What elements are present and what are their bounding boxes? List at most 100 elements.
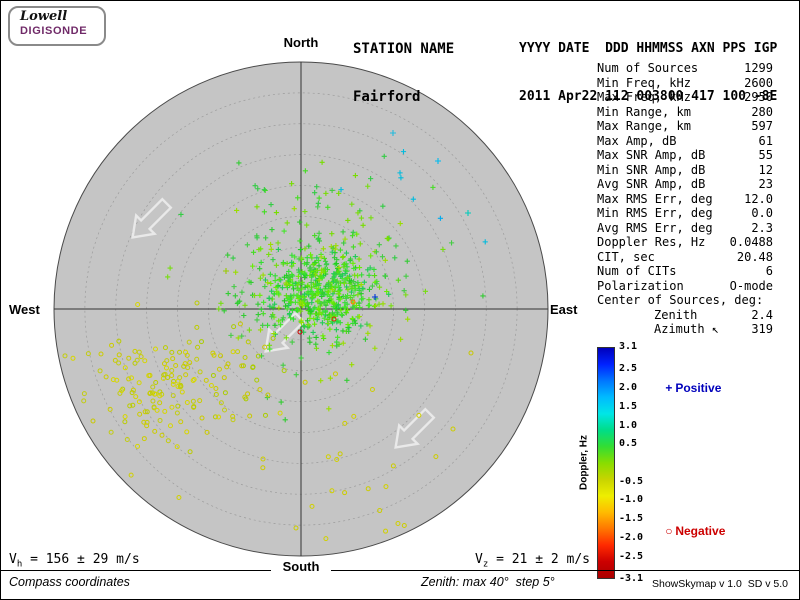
- source-point: [255, 311, 261, 318]
- source-point: [356, 287, 362, 294]
- source-point: [133, 394, 139, 400]
- stat-value: 2950: [744, 90, 773, 104]
- source-point: [108, 429, 114, 435]
- source-point: [240, 363, 246, 369]
- source-point: [307, 252, 314, 258]
- source-point: [314, 267, 320, 274]
- source-point: [405, 316, 411, 322]
- source-point: [403, 273, 409, 279]
- source-point: [260, 311, 266, 317]
- source-point: [275, 246, 281, 253]
- source-point: [178, 419, 184, 425]
- source-point: [135, 443, 141, 449]
- source-point: [344, 284, 350, 290]
- stat-value: 23: [758, 177, 773, 191]
- source-point: [294, 285, 300, 291]
- source-point: [246, 327, 252, 333]
- source-point: [341, 280, 347, 286]
- source-point: [334, 457, 340, 463]
- source-point: [304, 222, 310, 228]
- source-point: [287, 310, 293, 317]
- stat-value: 12: [758, 162, 773, 177]
- source-point: [307, 272, 313, 279]
- source-point: [254, 377, 260, 383]
- source-point: [130, 387, 136, 393]
- source-point: [302, 379, 308, 385]
- source-point: [103, 374, 109, 380]
- stat-row: Zenith 2.4: [597, 308, 773, 323]
- stat-value: 2.4: [751, 307, 773, 322]
- source-point: [194, 356, 200, 362]
- source-point: [311, 321, 318, 327]
- source-point: [356, 300, 362, 306]
- source-point: [150, 398, 156, 404]
- source-point: [342, 236, 348, 242]
- source-point: [344, 377, 350, 383]
- source-point: [260, 272, 266, 278]
- source-point: [448, 240, 455, 246]
- source-point: [255, 186, 261, 192]
- source-point: [329, 488, 335, 494]
- source-point: [116, 352, 122, 358]
- source-point: [141, 436, 147, 442]
- source-point: [302, 284, 308, 290]
- source-point: [170, 356, 176, 362]
- source-point: [298, 255, 305, 261]
- source-point: [360, 222, 366, 228]
- source-point: [349, 201, 355, 207]
- source-point: [334, 309, 340, 315]
- source-point: [345, 287, 351, 293]
- source-point: [297, 308, 304, 314]
- source-point: [342, 490, 348, 496]
- source-point: [332, 371, 338, 377]
- source-point: [257, 292, 263, 298]
- source-point: [465, 210, 471, 216]
- source-point: [352, 254, 358, 260]
- source-point: [297, 238, 303, 244]
- source-point: [390, 130, 396, 136]
- source-point: [159, 432, 165, 438]
- source-point: [169, 404, 175, 410]
- source-point: [295, 273, 301, 279]
- source-point: [341, 304, 348, 310]
- source-point: [281, 298, 288, 304]
- source-point: [366, 297, 372, 303]
- source-point: [266, 342, 273, 348]
- source-point: [376, 284, 383, 290]
- zenith-range-note: Zenith: max 40° step 5°: [421, 575, 555, 589]
- source-point: [264, 394, 270, 401]
- source-point: [280, 315, 286, 321]
- source-point: [97, 368, 103, 374]
- source-point: [289, 259, 295, 265]
- source-point: [306, 243, 312, 249]
- source-point: [323, 262, 329, 268]
- source-point: [314, 285, 320, 292]
- source-point: [241, 312, 247, 319]
- colorbar-gradient: [597, 347, 615, 579]
- stat-label: Num of CITs: [597, 264, 677, 278]
- source-point: [266, 295, 272, 301]
- source-point: [283, 282, 289, 288]
- source-point: [250, 249, 257, 255]
- source-point: [318, 254, 324, 260]
- source-point: [271, 330, 277, 337]
- source-point: [230, 417, 236, 423]
- source-point: [236, 298, 243, 304]
- source-point: [331, 301, 337, 307]
- source-point: [286, 268, 292, 275]
- source-point: [380, 203, 386, 209]
- source-point: [302, 168, 308, 174]
- source-point: [167, 265, 173, 271]
- source-point: [297, 294, 303, 301]
- source-point: [248, 279, 254, 286]
- source-point: [285, 296, 291, 302]
- source-point: [122, 414, 128, 420]
- source-point: [154, 407, 160, 413]
- source-point: [182, 361, 188, 367]
- source-point: [254, 235, 260, 241]
- source-point: [393, 243, 399, 249]
- source-point: [163, 365, 169, 371]
- source-point: [272, 273, 278, 279]
- source-point: [257, 327, 264, 333]
